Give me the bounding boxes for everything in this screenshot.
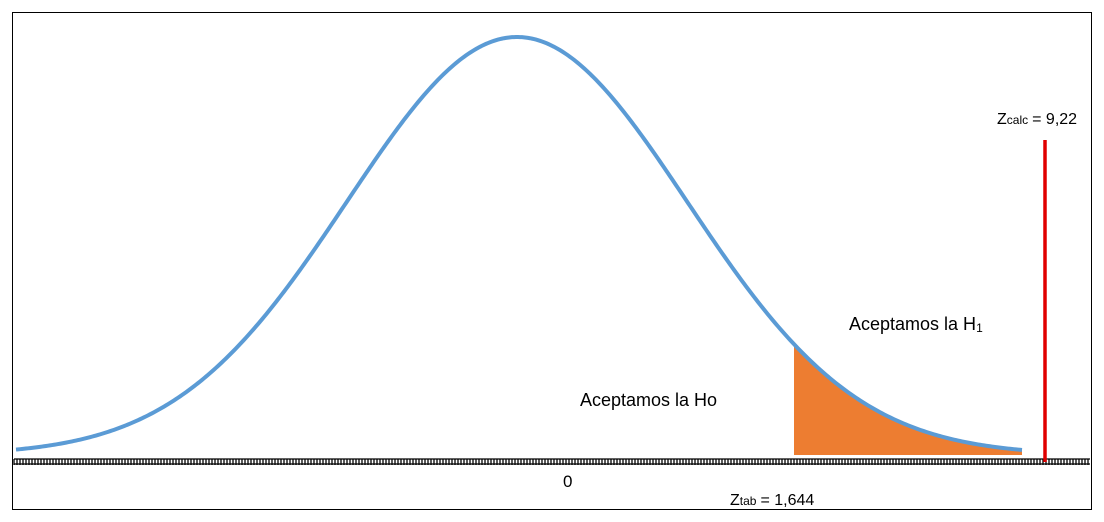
accept-h1-main: Aceptamos la H [849, 314, 976, 334]
z-tab-subscript: tab [740, 494, 757, 508]
normal-curve [15, 35, 1023, 452]
center-label: 0 [563, 472, 572, 491]
accept-h1-label: Aceptamos la H1 [849, 314, 983, 335]
z-tab-value: = 1,644 [760, 492, 814, 509]
z-calc-subscript: calc [1007, 113, 1028, 127]
x-axis [13, 458, 1090, 465]
z-tab-symbol: Z [730, 492, 740, 509]
rejection-region [794, 344, 1022, 455]
diagram-frame [12, 12, 1092, 510]
z-tab-label: Ztab = 1,644 [730, 492, 814, 509]
z-calc-value: = 9,22 [1032, 111, 1077, 128]
accept-ho-label: Aceptamos la Ho [580, 390, 717, 410]
z-calc-symbol: Z [997, 111, 1007, 128]
z-calc-label: Zcalc = 9,22 [997, 111, 1077, 128]
accept-h1-subscript: 1 [976, 321, 983, 335]
